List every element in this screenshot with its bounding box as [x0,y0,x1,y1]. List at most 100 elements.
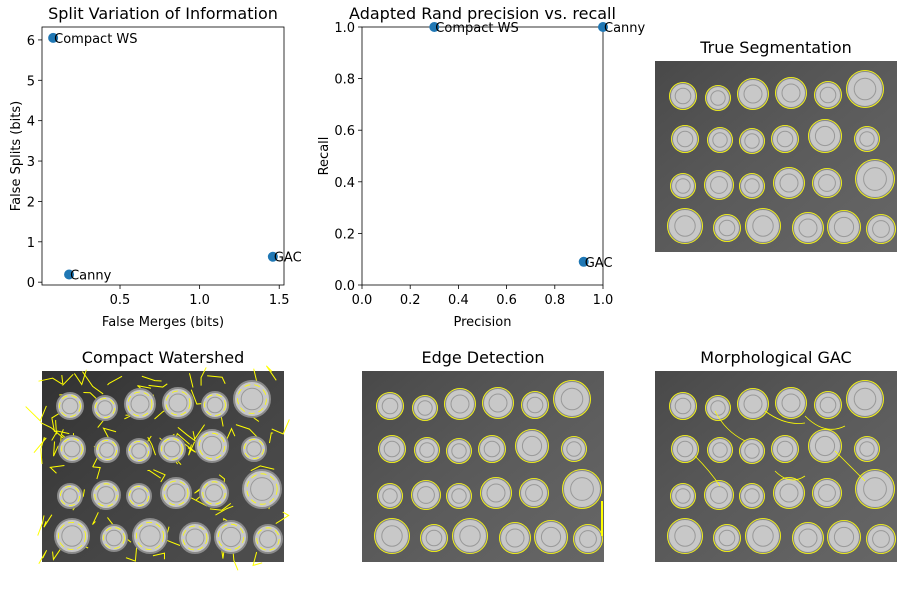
watershed-boundary [92,466,101,480]
plot-frame [41,26,285,286]
coin [808,429,842,463]
coin-detail [853,77,877,101]
image-title: Morphological GAC [700,348,851,367]
coin-detail [488,393,508,413]
image-panel-edges: Edge Detection [362,348,604,562]
scatter-point [267,251,278,262]
coin-detail [566,441,582,457]
segment-contour [103,527,125,549]
coin-detail [97,400,113,416]
scatter-point [578,256,589,267]
coin-detail [675,488,691,504]
coin-detail [718,219,736,237]
coin [573,524,603,554]
segment-contour [378,435,406,463]
coin-detail [419,442,435,458]
coin [812,478,842,508]
coin-detail [206,396,224,414]
segment-contour [202,481,226,505]
x-tick-label: 0.0 [352,293,373,308]
segment-contour [669,392,697,420]
segment-contour [792,522,824,554]
coin-detail [744,133,760,149]
coin [704,170,734,200]
segment-contour [670,173,696,199]
coin [199,478,229,508]
segment-contour [61,438,83,460]
coin [671,435,699,463]
coin-detail [259,530,277,548]
coin [132,518,168,554]
coin [667,518,703,554]
x-tick-label: 0.8 [544,293,565,308]
coin-detail [674,397,692,415]
segment-contour [739,438,765,464]
y-tick-label: 0.2 [334,227,355,242]
coin [808,119,842,153]
coin-detail [131,443,147,459]
coin [773,167,805,199]
segment-contour [165,390,191,416]
coin [707,437,733,463]
watershed-boundary [147,436,157,456]
coin-detail [779,173,799,193]
watershed-boundary [148,383,168,388]
coin [378,435,406,463]
coin-detail [833,526,855,548]
coin-detail [131,488,147,504]
coin-detail [674,525,696,547]
coin [91,480,121,510]
watershed-boundary [215,505,234,516]
coin [667,208,703,244]
x-tick-label: 0.5 [110,293,131,308]
coin-detail [674,87,692,105]
coin-detail [525,484,543,502]
segment-contour [737,78,769,110]
coin [482,387,514,419]
image-panel-truth: True Segmentation [655,38,897,252]
segment-contour [775,387,807,419]
segment-contour [846,70,884,108]
coin [827,520,861,554]
segment-contour [478,435,506,463]
segment-contour [775,77,807,109]
coin-detail [718,529,736,547]
coin [58,435,86,463]
y-tick-label: 1.0 [334,21,355,36]
coin [126,438,152,464]
coin [846,70,884,108]
segment-contour [792,212,824,244]
segment-contour [161,438,183,460]
coin [854,126,880,152]
segment-contour [707,127,733,153]
coin-detail [676,130,694,148]
coin [704,480,734,510]
point-label: GAC [585,256,613,271]
watershed-boundary [52,547,62,561]
coin [846,380,884,418]
watershed-boundary [53,441,59,457]
coin-detail [744,443,760,459]
y-tick-label: 0.6 [334,124,355,139]
watershed-boundary [82,371,104,395]
coin [478,435,506,463]
segment-contour [376,392,404,420]
image-title: Edge Detection [421,348,544,367]
segment-contour [561,436,587,462]
segment-contour [414,437,440,463]
coin-detail [451,488,467,504]
segment-contour [515,429,549,463]
coin [446,438,472,464]
coin-detail [205,484,223,502]
watershed-boundary [33,437,47,453]
coin [792,522,824,554]
segment-contour [739,128,765,154]
coin [54,518,90,554]
segment-contour [846,380,884,418]
watershed-boundary [235,424,258,438]
plot-frame [361,26,604,286]
coin-detail [776,440,794,458]
x-tick-label: 1.5 [269,293,290,308]
segment-contour [855,159,895,199]
coin [242,469,282,509]
